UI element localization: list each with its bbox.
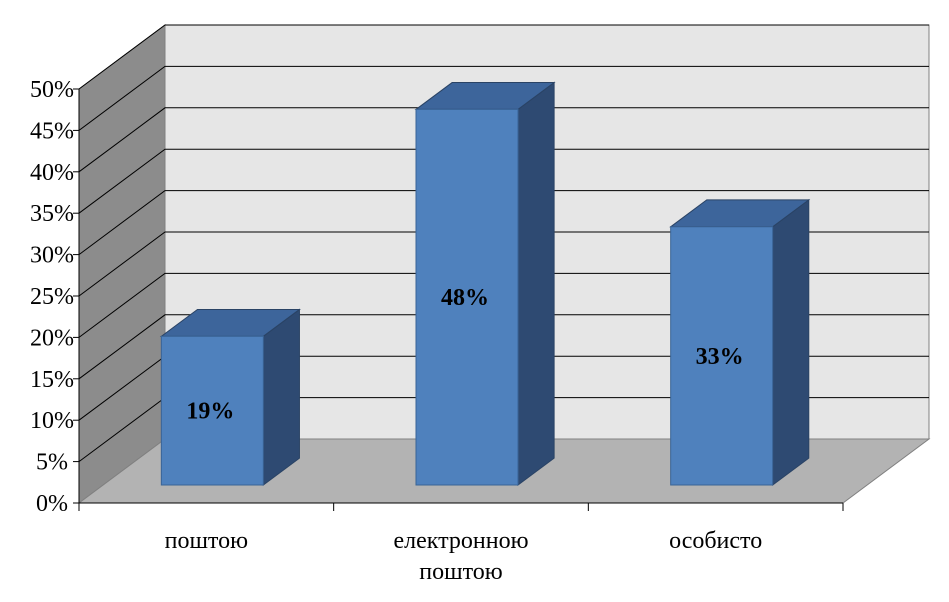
gridline bbox=[78, 148, 929, 214]
bar bbox=[670, 226, 774, 486]
data-label: 48% bbox=[441, 285, 489, 311]
bar-group: 19% bbox=[159, 308, 301, 486]
x-category-label: електронною bbox=[393, 528, 528, 554]
bar bbox=[160, 335, 264, 486]
chart-axes: 0% 5% 10% 15% 20% 25% 30% 35% 40% 45% 50% поштою еле… bbox=[30, 77, 844, 585]
y-tick-label: 40% bbox=[30, 160, 74, 186]
y-tick-label: 30% bbox=[30, 243, 74, 269]
chart-bars: 19% 48% 33% bbox=[159, 81, 811, 486]
gridline bbox=[78, 24, 929, 90]
gridline bbox=[78, 107, 929, 173]
bar bbox=[415, 108, 519, 486]
x-category-label: особисто bbox=[669, 528, 762, 554]
bar-side bbox=[262, 308, 300, 486]
y-tick-label: 0% bbox=[36, 491, 68, 517]
x-category-label: поштою bbox=[165, 528, 248, 554]
x-category-label: поштою bbox=[419, 559, 502, 585]
gridline bbox=[78, 65, 929, 131]
data-label: 33% bbox=[696, 344, 744, 370]
y-tick-label: 15% bbox=[30, 367, 74, 393]
y-tick-label: 10% bbox=[30, 408, 74, 434]
y-tick-label: 45% bbox=[30, 118, 74, 144]
y-tick-label: 20% bbox=[30, 325, 74, 351]
gridline bbox=[78, 190, 929, 256]
y-tick-label: 5% bbox=[36, 450, 68, 476]
bar-side bbox=[517, 81, 555, 486]
bar-side bbox=[772, 198, 810, 486]
y-tick-label: 50% bbox=[30, 77, 74, 103]
y-tick-label: 35% bbox=[30, 201, 74, 227]
bar-group: 48% bbox=[414, 81, 556, 486]
y-tick-label: 25% bbox=[30, 284, 74, 310]
bar-group: 33% bbox=[669, 198, 811, 486]
data-label: 19% bbox=[186, 399, 234, 425]
